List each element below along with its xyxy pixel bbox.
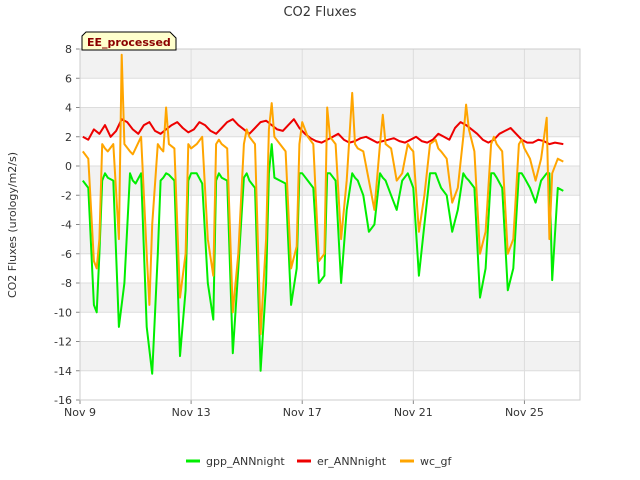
x-tick-label: Nov 25 — [505, 406, 544, 419]
chart-title: CO2 Fluxes — [283, 5, 356, 20]
x-tick-label: Nov 13 — [172, 406, 211, 419]
plot-band — [80, 166, 580, 196]
plot-band — [80, 312, 580, 342]
x-tick-label: Nov 21 — [394, 406, 433, 419]
y-tick-label: -14 — [54, 365, 72, 378]
ee-processed-badge: EE_processed — [81, 31, 177, 51]
series-line-gpp-annnight — [82, 143, 564, 375]
plot-band — [80, 253, 580, 283]
y-tick-label: 6 — [65, 72, 72, 85]
series-line-er-annnight — [82, 118, 564, 146]
y-tick-label: 0 — [65, 160, 72, 173]
series-layer — [82, 53, 564, 375]
y-tick-label: -4 — [61, 219, 72, 232]
legend-label: er_ANNnight — [317, 455, 387, 468]
y-tick-label: -16 — [54, 394, 72, 407]
y-tick-label: -12 — [54, 336, 72, 349]
plot-band — [80, 224, 580, 254]
y-tick-label: 2 — [65, 131, 72, 144]
legend: gpp_ANNnight er_ANNnight wc_gf — [186, 455, 453, 468]
plot-band — [80, 341, 580, 371]
plot-band — [80, 195, 580, 225]
x-tick-label: Nov 9 — [64, 406, 96, 419]
legend-label: gpp_ANNnight — [206, 455, 285, 468]
y-tick-label: 8 — [65, 43, 72, 56]
plot-band — [80, 283, 580, 313]
plot-band — [80, 49, 580, 79]
y-tick-label: -8 — [61, 277, 72, 290]
badge-shape — [81, 31, 177, 51]
y-tick-label: -10 — [54, 306, 72, 319]
axes: -16 -14 -12 -10 -8 -6 -4 -2 0 2 4 6 8 Nov 9 Nov 13 Nov … — [54, 43, 581, 419]
y-axis-label: CO2 Fluxes (urology/m2/s) — [6, 152, 19, 298]
badge-label: EE_processed — [87, 36, 171, 49]
y-tick-label: 4 — [65, 102, 72, 115]
plot-frame — [79, 48, 581, 401]
plot-band — [80, 78, 580, 108]
x-tick-label: Nov 17 — [283, 406, 322, 419]
plot-band — [80, 370, 580, 400]
plot-band — [80, 136, 580, 166]
y-tick-label: -6 — [61, 248, 72, 261]
legend-label: wc_gf — [420, 455, 453, 468]
series-line-wc-gf — [82, 53, 564, 336]
y-tick-label: -2 — [61, 189, 72, 202]
